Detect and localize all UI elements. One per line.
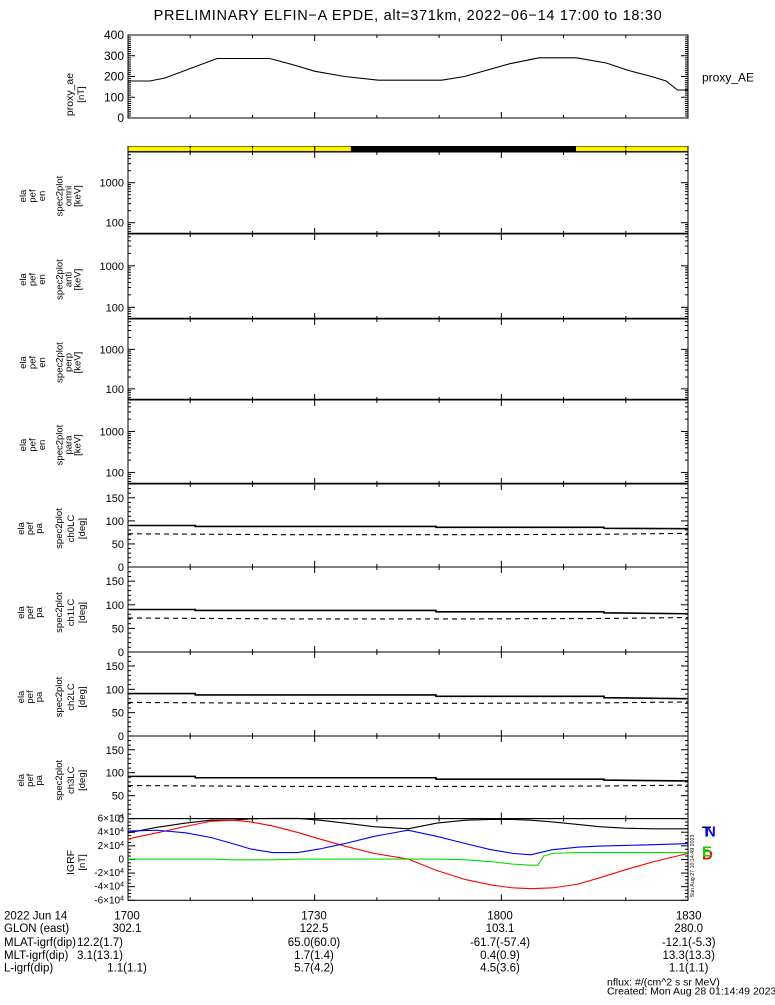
svg-text:150: 150 [106,493,124,505]
svg-text:PRELIMINARY ELFIN−A EPDE, alt=: PRELIMINARY ELFIN−A EPDE, alt=371km, 202… [154,8,663,24]
svg-text:[deg]: [deg] [77,686,88,707]
svg-text:-61.7(-57.4): -61.7(-57.4) [470,937,530,949]
svg-text:1.7(1.4): 1.7(1.4) [294,950,334,962]
svg-text:ch0LC: ch0LC [66,515,77,543]
svg-text:122.5: 122.5 [300,923,329,935]
svg-text:proxy_AE: proxy_AE [702,71,754,85]
svg-text:pa: pa [34,691,45,702]
svg-text:100: 100 [106,768,124,780]
svg-text:0: 0 [118,854,124,865]
svg-text:pa: pa [34,523,45,534]
svg-text:1700: 1700 [114,910,140,922]
svg-text:280.0: 280.0 [674,923,703,935]
svg-text:150: 150 [106,576,124,588]
svg-text:[keV]: [keV] [73,434,84,456]
svg-text:Sun Aug 27 10:14:49 2023: Sun Aug 27 10:14:49 2023 [690,835,696,898]
svg-text:1830: 1830 [676,910,702,922]
svg-text:pa: pa [34,607,45,618]
svg-text:100: 100 [106,516,124,528]
svg-text:proxy_ae: proxy_ae [64,73,76,116]
svg-text:[nT]: [nT] [76,86,87,102]
svg-text:200: 200 [104,70,124,84]
svg-text:[deg]: [deg] [77,602,88,623]
svg-text:ch2LC: ch2LC [66,683,77,711]
svg-text:4.5(3.6): 4.5(3.6) [480,963,520,975]
svg-text:[deg]: [deg] [77,518,88,539]
svg-text:50: 50 [112,791,124,803]
svg-text:150: 150 [106,661,124,673]
svg-text:1000: 1000 [100,426,124,438]
svg-text:[keV]: [keV] [73,185,84,207]
svg-text:100: 100 [104,90,124,104]
svg-text:[keV]: [keV] [73,269,84,291]
svg-text:en: en [37,191,48,202]
svg-text:spec2plot: spec2plot [54,676,65,717]
svg-text:100: 100 [106,218,124,230]
svg-text:E: E [702,843,712,860]
svg-text:2022 Jun 14: 2022 Jun 14 [4,910,68,922]
svg-text:-12.1(-5.3): -12.1(-5.3) [662,937,716,949]
svg-text:spec2plot: spec2plot [54,592,65,633]
svg-text:-2×104: -2×104 [94,868,124,880]
svg-text:MLAT-igrf(dip): MLAT-igrf(dip) [4,937,76,949]
svg-text:spec2plot: spec2plot [54,760,65,801]
svg-text:-6×104: -6×104 [94,895,124,907]
svg-text:en: en [37,357,48,368]
svg-text:100: 100 [106,384,124,396]
svg-text:pa: pa [34,774,45,785]
svg-text:5.7(4.2): 5.7(4.2) [294,963,334,975]
svg-text:GLON (east): GLON (east) [4,923,69,935]
svg-text:0.4(0.9): 0.4(0.9) [480,950,520,962]
svg-text:50: 50 [112,708,124,720]
svg-text:en: en [37,274,48,285]
svg-text:-4×104: -4×104 [94,881,124,893]
svg-text:1000: 1000 [100,261,124,273]
svg-text:[keV]: [keV] [73,352,84,374]
svg-text:103.1: 103.1 [486,923,515,935]
svg-text:spec2plot: spec2plot [54,508,65,549]
svg-text:12.2(1.7): 12.2(1.7) [77,937,123,949]
svg-text:400: 400 [104,28,124,42]
svg-text:100: 100 [106,302,124,314]
svg-text:100: 100 [106,600,124,612]
svg-text:100: 100 [106,467,124,479]
svg-text:N: N [705,824,716,841]
svg-text:1730: 1730 [301,910,327,922]
svg-text:[deg]: [deg] [77,770,88,791]
svg-text:0: 0 [118,731,124,743]
svg-text:0: 0 [118,647,124,659]
svg-text:L-igrf(dip): L-igrf(dip) [4,963,53,975]
svg-text:150: 150 [106,745,124,757]
svg-text:1000: 1000 [100,178,124,190]
svg-text:ch1LC: ch1LC [66,599,77,627]
svg-text:100: 100 [106,684,124,696]
svg-text:3.1(13.1): 3.1(13.1) [77,950,123,962]
svg-text:1000: 1000 [100,344,124,356]
svg-text:13.3(13.3): 13.3(13.3) [662,950,715,962]
svg-text:IGRF: IGRF [65,850,77,875]
svg-text:ch3LC: ch3LC [66,766,77,794]
svg-text:en: en [37,440,48,451]
svg-text:1800: 1800 [487,910,513,922]
svg-text:65.0(60.0): 65.0(60.0) [288,937,341,949]
svg-text:0: 0 [118,562,124,574]
svg-text:302.1: 302.1 [113,923,142,935]
svg-text:1.1(1.1): 1.1(1.1) [669,963,709,975]
svg-text:300: 300 [104,49,124,63]
svg-text:Created: Mon Aug 28 01:14:49 2: Created: Mon Aug 28 01:14:49 2023 [607,985,775,997]
svg-text:1.1(1.1): 1.1(1.1) [107,963,147,975]
svg-text:50: 50 [112,539,124,551]
svg-text:50: 50 [112,623,124,635]
svg-text:[nT]: [nT] [77,854,88,870]
svg-text:0: 0 [117,111,124,125]
svg-text:MLT-igrf(dip): MLT-igrf(dip) [4,950,68,962]
